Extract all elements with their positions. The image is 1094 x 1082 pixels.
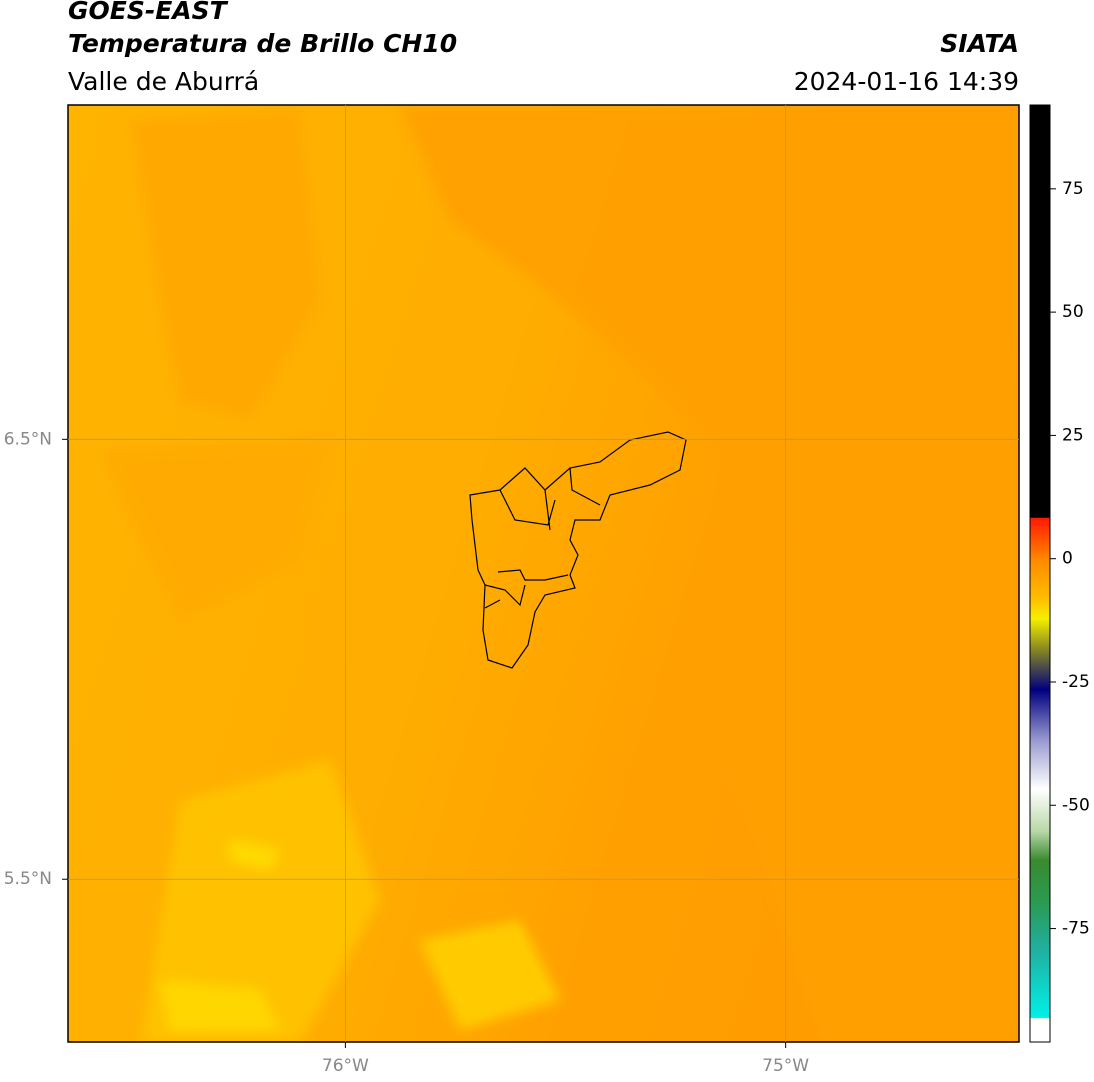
colorbar-tick-label: 50 [1062, 302, 1084, 322]
map-frame [67, 104, 1020, 1043]
colorbar-tick-label: 25 [1062, 425, 1084, 445]
colorbar-tick-label: -75 [1062, 919, 1090, 939]
colorbar-tick-label: 0 [1062, 549, 1073, 569]
y-tick-label: 6.5°N [4, 429, 52, 449]
colorbar-tick-label: -50 [1062, 795, 1090, 815]
y-tick-label: 5.5°N [4, 869, 52, 889]
subtitle: Temperatura de Brillo CH10 [68, 29, 457, 58]
timestamp: 2024-01-16 14:39 [794, 67, 1019, 96]
x-tick-label: 75°W [762, 1056, 809, 1076]
x-tick-label: 76°W [322, 1056, 369, 1076]
colorbar-tick-label: 75 [1062, 179, 1084, 199]
colorbar [1029, 104, 1051, 1043]
map-image [68, 105, 1019, 1042]
source: SIATA [940, 29, 1019, 58]
colorbar-tick-label: -25 [1062, 672, 1090, 692]
region: Valle de Aburrá [68, 67, 259, 96]
title: GOES-EAST [68, 0, 229, 25]
